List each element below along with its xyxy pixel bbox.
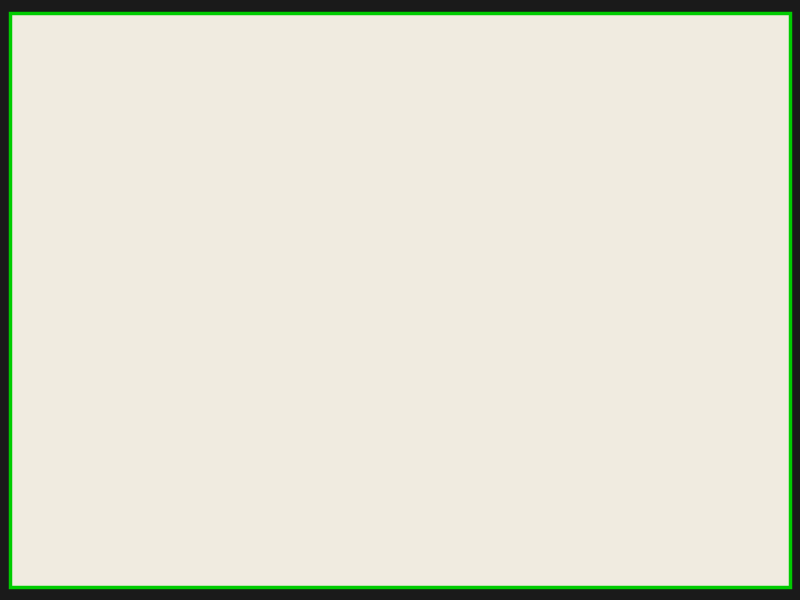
Text: North Oxford, MA  01537: North Oxford, MA 01537 xyxy=(610,461,696,467)
Text: HR4548A END CAPS: HR4548A END CAPS xyxy=(68,105,146,114)
Circle shape xyxy=(302,353,319,367)
Text: -: - xyxy=(534,72,538,77)
Circle shape xyxy=(128,134,180,173)
Text: P.DOAN: P.DOAN xyxy=(658,541,677,546)
Polygon shape xyxy=(76,455,95,498)
Ellipse shape xyxy=(414,447,426,454)
Text: LEFT & RIGHT: LEFT & RIGHT xyxy=(626,488,681,497)
Text: REVISIONS: REVISIONS xyxy=(615,32,654,38)
Polygon shape xyxy=(498,250,662,323)
Bar xyxy=(521,437,785,561)
Text: -: - xyxy=(757,72,761,77)
Text: HR4727 RIGHT: HR4727 RIGHT xyxy=(111,155,170,164)
Ellipse shape xyxy=(434,97,451,108)
Text: Pioneer, A Wastequip Co.: Pioneer, A Wastequip Co. xyxy=(594,449,711,458)
Text: -: - xyxy=(615,72,619,77)
Text: A3881 & HR4785 CAN BE PURCHASED AS KIT# A3881 KIT.: A3881 & HR4785 CAN BE PURCHASED AS KIT# … xyxy=(259,545,490,554)
Circle shape xyxy=(86,103,222,204)
Circle shape xyxy=(258,322,362,398)
Text: HR4785 CASTLE NUT: HR4785 CASTLE NUT xyxy=(95,172,178,181)
Circle shape xyxy=(143,146,165,162)
Circle shape xyxy=(237,415,246,422)
Text: A4006A-1 HOUSING: A4006A-1 HOUSING xyxy=(119,253,197,262)
Polygon shape xyxy=(76,337,599,472)
Circle shape xyxy=(614,253,636,269)
Text: -: - xyxy=(706,72,710,77)
Text: LEFT SIDE: LEFT SIDE xyxy=(607,461,705,479)
Ellipse shape xyxy=(593,316,606,328)
Text: R&P PARTS DETAIL: R&P PARTS DETAIL xyxy=(569,511,621,515)
Text: DATE: DATE xyxy=(685,511,698,515)
Text: REV: REV xyxy=(530,52,541,57)
Ellipse shape xyxy=(490,310,505,327)
Text: SCALE:: SCALE: xyxy=(529,541,548,546)
Bar xyxy=(521,25,785,85)
Circle shape xyxy=(231,371,252,386)
Ellipse shape xyxy=(654,245,669,263)
Ellipse shape xyxy=(410,445,430,456)
Text: A3881: A3881 xyxy=(439,410,463,419)
Text: A3883: A3883 xyxy=(556,238,581,247)
Text: HR4731
CYLINDER
STRAP: HR4731 CYLINDER STRAP xyxy=(370,248,410,278)
Polygon shape xyxy=(76,337,579,478)
Text: RIGHT SIDE: RIGHT SIDE xyxy=(37,45,146,63)
Text: D18836: D18836 xyxy=(554,262,584,271)
Polygon shape xyxy=(68,73,454,185)
Text: DATE: DATE xyxy=(702,52,715,57)
Polygon shape xyxy=(350,280,556,358)
Polygon shape xyxy=(68,105,439,224)
Circle shape xyxy=(237,375,246,382)
Text: D: D xyxy=(758,32,762,38)
Text: APPROVED: APPROVED xyxy=(745,52,773,57)
Wedge shape xyxy=(210,365,255,431)
Text: S.A. RACK AND PINON ASSY.: S.A. RACK AND PINON ASSY. xyxy=(595,479,710,488)
Polygon shape xyxy=(213,372,330,424)
Ellipse shape xyxy=(434,68,451,85)
Text: A3868B: A3868B xyxy=(373,275,402,284)
Polygon shape xyxy=(76,463,130,498)
Text: PART NO.: PART NO. xyxy=(529,511,555,515)
Text: BASE ARM
ASSY. HR4760: BASE ARM ASSY. HR4760 xyxy=(80,276,138,295)
Polygon shape xyxy=(53,174,103,205)
Text: HR4719 CYL: HR4719 CYL xyxy=(502,347,550,356)
Text: NONE: NONE xyxy=(569,541,581,546)
Text: A4005A-1 HOUSING: A4005A-1 HOUSING xyxy=(76,115,154,124)
Polygon shape xyxy=(53,165,68,205)
Text: HR4726 LEFT: HR4726 LEFT xyxy=(107,164,161,173)
Circle shape xyxy=(290,345,331,376)
Circle shape xyxy=(568,292,583,303)
Circle shape xyxy=(619,257,630,265)
Text: HR4728 SWIVEL HOSE CLAMP: HR4728 SWIVEL HOSE CLAMP xyxy=(80,181,197,190)
Text: 4/23/07: 4/23/07 xyxy=(709,541,730,546)
Polygon shape xyxy=(68,73,439,188)
Circle shape xyxy=(231,411,252,426)
Text: DRW. BY:: DRW. BY: xyxy=(614,541,638,546)
Text: NOTE:: NOTE: xyxy=(259,530,286,539)
Text: DESCRIPTION: DESCRIPTION xyxy=(598,52,637,57)
